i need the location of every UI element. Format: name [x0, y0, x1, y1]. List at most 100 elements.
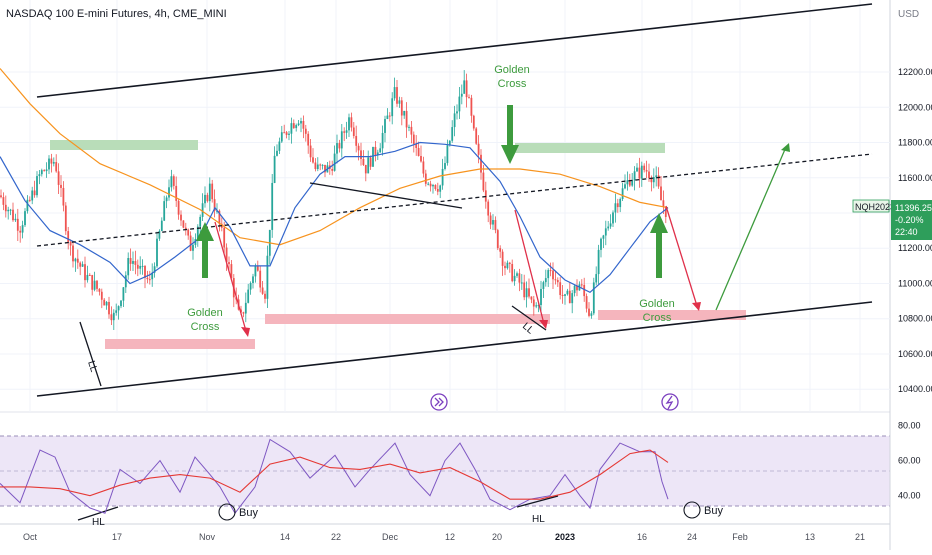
candle-body	[444, 163, 446, 169]
candle-body	[480, 154, 482, 173]
price-tick-label: 11600.00	[898, 173, 932, 183]
candle-body	[520, 282, 523, 284]
candle-body	[657, 175, 660, 187]
candle-body	[607, 226, 610, 229]
candle-body	[108, 301, 110, 315]
candle-body	[314, 162, 317, 170]
candle-body	[4, 204, 7, 212]
candle-body	[348, 117, 350, 131]
time-axis[interactable]: Oct 17 Nov 14 22 Dec 12 20 2023 16 24 Feb 13 21	[23, 532, 865, 542]
candle-body	[420, 156, 422, 162]
candle-body	[645, 170, 648, 172]
candle-body	[213, 199, 216, 211]
candle-body	[571, 293, 574, 304]
candle-body	[112, 312, 115, 321]
candle-body	[638, 167, 641, 179]
candle-body	[276, 150, 278, 156]
buy-circle-1	[218, 503, 236, 521]
candle-body	[573, 285, 576, 294]
last-price-tag	[891, 200, 932, 240]
candle-body	[84, 264, 86, 281]
candle-body	[592, 282, 595, 314]
price-tick-label: 11800.00	[898, 138, 932, 148]
candle-body	[247, 289, 250, 303]
candle-body	[561, 295, 564, 297]
candle-body	[350, 117, 353, 128]
candle-body	[302, 121, 305, 129]
candle-body	[559, 282, 562, 296]
candle-body	[340, 131, 343, 149]
moving-averages	[0, 68, 669, 294]
candle-body	[211, 183, 214, 200]
candle-body	[516, 273, 518, 276]
candle-body	[122, 287, 125, 301]
hl-line-1	[77, 506, 119, 521]
candle-body	[163, 201, 166, 221]
candle-body	[463, 80, 466, 94]
candle-body	[424, 173, 427, 184]
candle-body	[290, 123, 293, 134]
last-price-value: 11396.25	[895, 203, 932, 213]
projection-up-arrow	[715, 143, 790, 311]
candle-body	[31, 190, 34, 201]
candle-body	[336, 143, 338, 154]
candle-body	[136, 264, 139, 269]
candle-body	[189, 235, 192, 251]
candle-body	[487, 201, 490, 216]
candle-body	[72, 245, 74, 262]
candle-body	[415, 143, 418, 148]
candle-body	[26, 199, 29, 212]
candle-body	[386, 115, 389, 119]
candle-body	[273, 155, 276, 183]
candle-body	[300, 121, 302, 124]
candle-body	[453, 113, 456, 128]
candle-body	[588, 308, 590, 316]
candle-body	[223, 227, 226, 248]
candle-body	[264, 293, 266, 299]
candle-body	[69, 242, 72, 246]
candle-body	[628, 180, 631, 186]
resistance-zone-2	[515, 143, 665, 153]
time-tick-label: Nov	[199, 532, 216, 542]
time-tick-label: 2023	[555, 532, 575, 542]
candle-body	[436, 188, 439, 192]
candle-body	[129, 258, 132, 264]
candle-body	[242, 312, 245, 314]
candle-body	[271, 182, 274, 230]
candle-body	[456, 111, 458, 114]
candle-body	[542, 282, 545, 289]
candle-body	[580, 284, 583, 286]
candle-body	[182, 220, 185, 228]
candle-body	[626, 180, 629, 185]
candle-body	[40, 170, 43, 175]
candle-body	[151, 272, 154, 280]
rsi-axis: 40.00 60.00 80.00	[898, 421, 921, 501]
candle-body	[304, 128, 307, 134]
projection-down-arrow-2	[514, 209, 548, 329]
candle-body	[367, 157, 370, 174]
time-tick-label: 17	[112, 532, 122, 542]
candle-body	[468, 97, 470, 99]
candle-body	[552, 270, 554, 280]
buy-circle-2	[683, 501, 701, 519]
candle-body	[141, 265, 144, 267]
candle-body	[158, 230, 161, 239]
candle-body	[590, 313, 593, 316]
candle-body	[295, 125, 298, 129]
candle-body	[528, 288, 530, 297]
candle-body	[403, 110, 406, 116]
candle-body	[187, 229, 190, 236]
candle-body	[86, 274, 89, 281]
time-tick-label: Feb	[732, 532, 748, 542]
candle-body	[482, 172, 485, 191]
candle-body	[144, 265, 146, 278]
fast-forward-icon[interactable]	[430, 393, 448, 411]
candle-body	[74, 258, 77, 262]
rsi-line	[0, 438, 669, 515]
time-tick-label: 24	[687, 532, 697, 542]
candle-body	[506, 262, 509, 269]
candle-body	[357, 145, 360, 151]
candle-body	[9, 209, 12, 211]
lightning-icon[interactable]	[661, 393, 679, 411]
time-tick-label: 22	[331, 532, 341, 542]
